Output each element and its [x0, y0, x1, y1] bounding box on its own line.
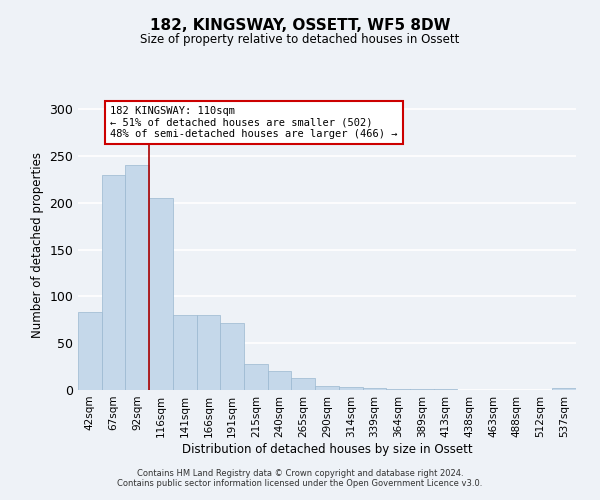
- Bar: [78, 312, 102, 390]
- Text: Contains HM Land Registry data © Crown copyright and database right 2024.: Contains HM Land Registry data © Crown c…: [137, 468, 463, 477]
- Bar: [362, 388, 386, 390]
- X-axis label: Distribution of detached houses by size in Ossett: Distribution of detached houses by size …: [182, 442, 472, 456]
- Bar: [552, 388, 576, 390]
- Bar: [434, 389, 457, 390]
- Bar: [268, 372, 292, 390]
- Bar: [244, 364, 268, 390]
- Bar: [125, 166, 149, 390]
- Bar: [102, 175, 125, 390]
- Text: Size of property relative to detached houses in Ossett: Size of property relative to detached ho…: [140, 32, 460, 46]
- Bar: [173, 315, 197, 390]
- Bar: [292, 378, 315, 390]
- Bar: [410, 389, 434, 390]
- Bar: [315, 386, 339, 390]
- Y-axis label: Number of detached properties: Number of detached properties: [31, 152, 44, 338]
- Text: Contains public sector information licensed under the Open Government Licence v3: Contains public sector information licen…: [118, 478, 482, 488]
- Bar: [197, 315, 220, 390]
- Bar: [220, 322, 244, 390]
- Text: 182, KINGSWAY, OSSETT, WF5 8DW: 182, KINGSWAY, OSSETT, WF5 8DW: [150, 18, 450, 32]
- Bar: [339, 387, 362, 390]
- Bar: [149, 198, 173, 390]
- Bar: [386, 389, 410, 390]
- Text: 182 KINGSWAY: 110sqm
← 51% of detached houses are smaller (502)
48% of semi-deta: 182 KINGSWAY: 110sqm ← 51% of detached h…: [110, 106, 398, 139]
